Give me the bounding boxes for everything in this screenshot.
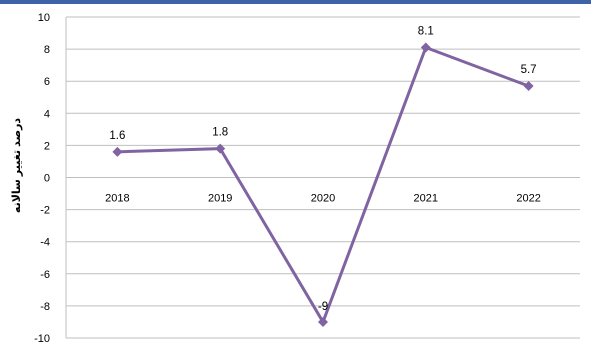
data-point-marker [523, 81, 534, 92]
series-line [117, 45, 530, 324]
y-tick-label: 6 [44, 76, 50, 88]
x-tick-label: 2021 [414, 193, 438, 205]
y-tick-label: -6 [40, 269, 50, 281]
y-tick-label: 0 [44, 173, 50, 185]
data-label: 8.1 [418, 25, 434, 37]
y-tick-label: 10 [38, 12, 50, 24]
data-label: -9 [318, 301, 328, 313]
y-tick-label: 2 [44, 140, 50, 152]
x-tick-label: 2018 [105, 193, 129, 205]
y-tick-label: -8 [40, 301, 50, 313]
data-point-marker [420, 42, 431, 53]
y-tick-label: -2 [40, 205, 50, 217]
data-label: 1.6 [109, 130, 125, 142]
data-point-marker [112, 146, 123, 157]
data-label: 1.8 [212, 127, 228, 139]
y-tick-label: -10 [34, 333, 50, 345]
x-tick-label: 2020 [311, 193, 335, 205]
y-tick-label: 4 [44, 108, 50, 120]
y-axis-title: درصد تغییر سالانه [11, 118, 23, 214]
y-tick-label: 8 [44, 44, 50, 56]
data-point-marker [318, 316, 328, 327]
x-tick-label: 2019 [208, 193, 232, 205]
data-point-marker [215, 143, 226, 154]
data-label: 5.7 [521, 64, 537, 76]
top-border [0, 0, 591, 4]
x-tick-label: 2022 [516, 193, 540, 205]
y-tick-label: -4 [40, 237, 50, 249]
